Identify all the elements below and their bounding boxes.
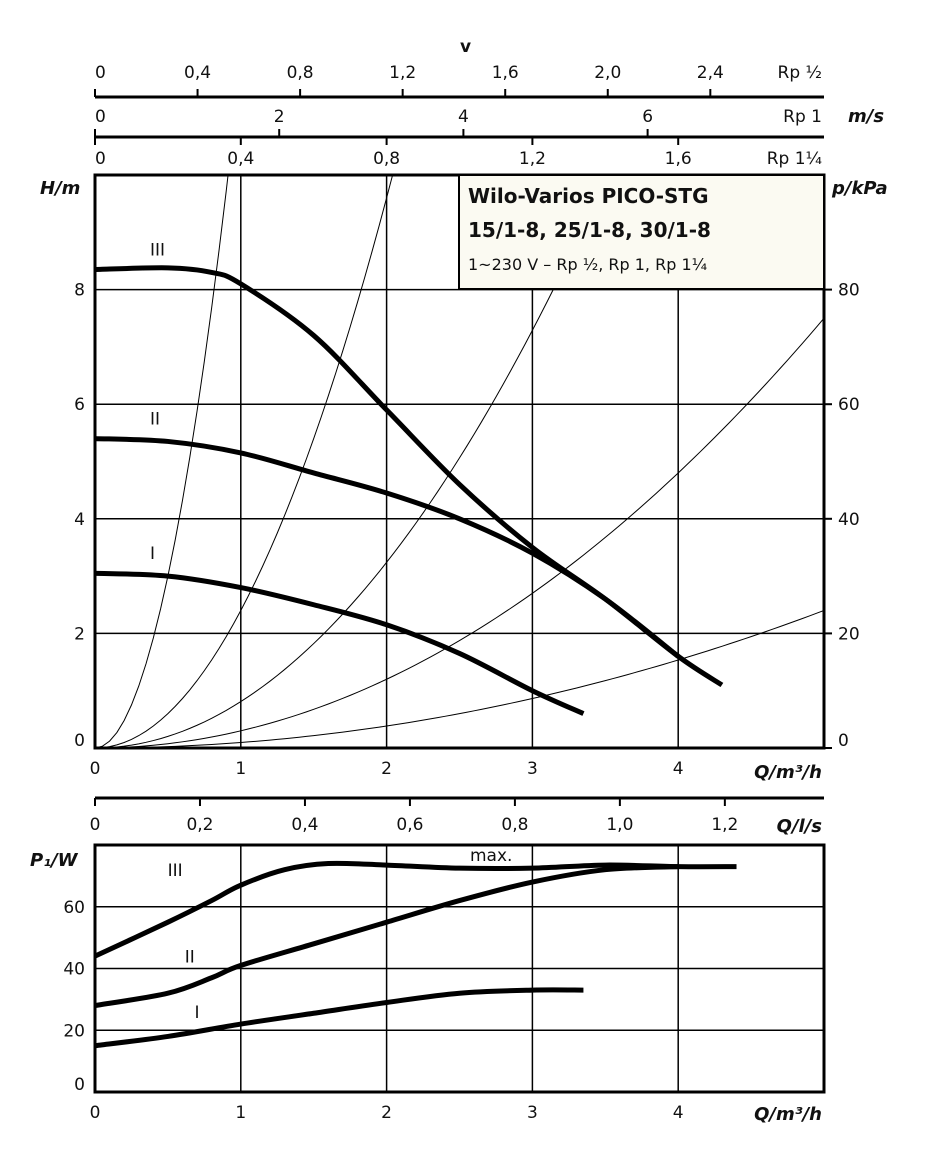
x2-tick-label: 0,8 [501, 815, 528, 835]
x-tick-label: 1 [235, 1103, 246, 1123]
velocity-label: v [460, 37, 471, 57]
y-tick-label: 20 [63, 1021, 85, 1041]
y-tick-label: 40 [63, 960, 85, 980]
x2-tick-label: 0,4 [291, 815, 318, 835]
system-curve [95, 317, 824, 748]
velocity-tick-label: 0 [95, 149, 106, 169]
y-tick-label: 2 [74, 624, 85, 644]
x2-tick-label: 0,2 [186, 815, 213, 835]
power-axis-label: P₁/W [30, 850, 79, 871]
y-tick-label: 6 [74, 395, 85, 415]
plot-frame-bottom [93, 843, 826, 1094]
y2-tick-label: 40 [838, 510, 860, 530]
x-tick-label: 3 [527, 1103, 538, 1123]
system-curve [95, 610, 824, 748]
y2-tick-label: 0 [838, 731, 849, 751]
velocity-axis-name: Rp 1¼ [767, 149, 822, 169]
series-label: III [168, 861, 183, 881]
pump-curve-i [94, 570, 585, 716]
power-curve-ii [94, 864, 679, 1009]
velocity-tick-label: 1,6 [665, 149, 692, 169]
series-label: I [195, 1003, 200, 1023]
system-curve [95, 175, 229, 748]
velocity-tick-label: 0,4 [184, 63, 211, 83]
y-axis-label: H/m [40, 178, 80, 199]
power-curve-iii [93, 860, 737, 959]
velocity-tick-label: 6 [642, 107, 653, 127]
legend-box: Wilo-Varios PICO-STG 15/1-8, 25/1-8, 30/… [458, 174, 825, 290]
system-curve [95, 175, 608, 748]
x-tick-label: 2 [381, 759, 392, 779]
y2-axis-label: p/kPa [831, 178, 888, 199]
y2-tick-label: 60 [838, 395, 860, 415]
x-axis-label: Q/m³/h [754, 762, 822, 783]
y-tick-label: 8 [74, 281, 85, 301]
velocity-tick-label: 2 [274, 107, 285, 127]
x-tick-label: 0 [90, 1103, 101, 1123]
series-label: II [150, 410, 160, 430]
x2-tick-label: 1,2 [711, 815, 738, 835]
velocity-tick-label: 0,4 [227, 149, 254, 169]
x-tick-label: 4 [673, 1103, 684, 1123]
x-tick-label: 1 [235, 759, 246, 779]
velocity-tick-label: 0,8 [287, 63, 314, 83]
y2-tick-label: 80 [838, 281, 860, 301]
velocity-tick-label: 1,2 [389, 63, 416, 83]
velocity-tick-label: 1,6 [492, 63, 519, 83]
y-tick-label: 0 [74, 1075, 85, 1095]
system-curve [95, 175, 394, 748]
y2-tick-label: 20 [838, 624, 860, 644]
velocity-tick-label: 1,2 [519, 149, 546, 169]
max-annotation: max. [470, 846, 512, 866]
x2-tick-label: 0 [90, 815, 101, 835]
series-label: I [150, 544, 155, 564]
x-tick-label: 0 [90, 759, 101, 779]
chart-title: Wilo-Varios PICO-STG [468, 184, 708, 208]
velocity-tick-label: 0,8 [373, 149, 400, 169]
chart-note: 1~230 V – Rp ½, Rp 1, Rp 1¼ [468, 255, 707, 274]
x-tick-label: 3 [527, 759, 538, 779]
series-label: II [185, 947, 195, 967]
velocity-tick-label: 4 [458, 107, 469, 127]
x2-tick-label: 0,6 [396, 815, 423, 835]
velocity-axis-name: Rp ½ [778, 63, 822, 83]
velocity-tick-label: 2,4 [697, 63, 724, 83]
pump-curve-ii [94, 436, 680, 659]
velocity-tick-label: 0 [95, 107, 106, 127]
x-axis-label-bottom: Q/m³/h [754, 1104, 822, 1125]
x2-tick-label: 1,0 [606, 815, 633, 835]
velocity-unit: m/s [848, 106, 884, 127]
x-tick-label: 2 [381, 1103, 392, 1123]
power-curve-i [94, 987, 584, 1049]
velocity-axis-name: Rp 1 [783, 107, 822, 127]
velocity-tick-label: 2,0 [594, 63, 621, 83]
x-tick-label: 4 [673, 759, 684, 779]
y-tick-label: 4 [74, 510, 85, 530]
x2-axis-label-bottom: Q/l/s [777, 816, 823, 837]
velocity-tick-label: 0 [95, 63, 106, 83]
pump-curve-iii [94, 265, 724, 688]
y-tick-label: 60 [63, 898, 85, 918]
chart-subtitle: 15/1-8, 25/1-8, 30/1-8 [468, 218, 711, 242]
series-label: III [150, 241, 165, 261]
y-tick-label: 0 [74, 731, 85, 751]
